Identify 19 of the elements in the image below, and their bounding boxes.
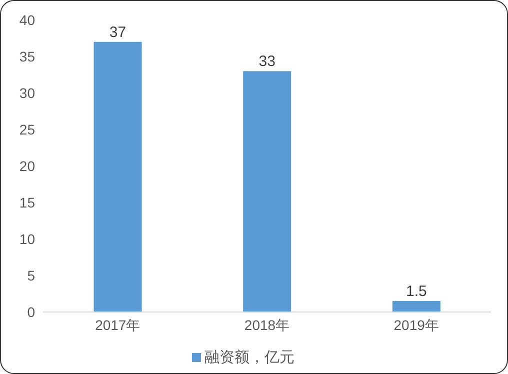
y-tick-label: 25 xyxy=(19,121,36,138)
y-tick-label: 5 xyxy=(27,267,36,284)
y-tick-label: 35 xyxy=(19,48,36,64)
data-label: 37 xyxy=(109,24,126,41)
y-tick-label: 0 xyxy=(27,304,36,320)
bar xyxy=(94,42,142,312)
y-tick-label: 20 xyxy=(19,158,36,174)
data-label: 33 xyxy=(258,53,276,70)
y-tick-label: 15 xyxy=(19,194,36,210)
x-tick-label: 2017年 xyxy=(95,316,140,333)
x-tick-label: 2019年 xyxy=(394,316,439,333)
legend-label: 融资额，亿元 xyxy=(204,349,294,366)
y-tick-label: 10 xyxy=(19,230,36,247)
bar xyxy=(243,71,292,312)
bar xyxy=(392,301,440,312)
data-label: 1.5 xyxy=(406,283,427,300)
x-tick-label: 2018年 xyxy=(244,316,290,333)
y-tick-label: 30 xyxy=(19,84,36,101)
y-tick-label: 40 xyxy=(19,12,36,28)
